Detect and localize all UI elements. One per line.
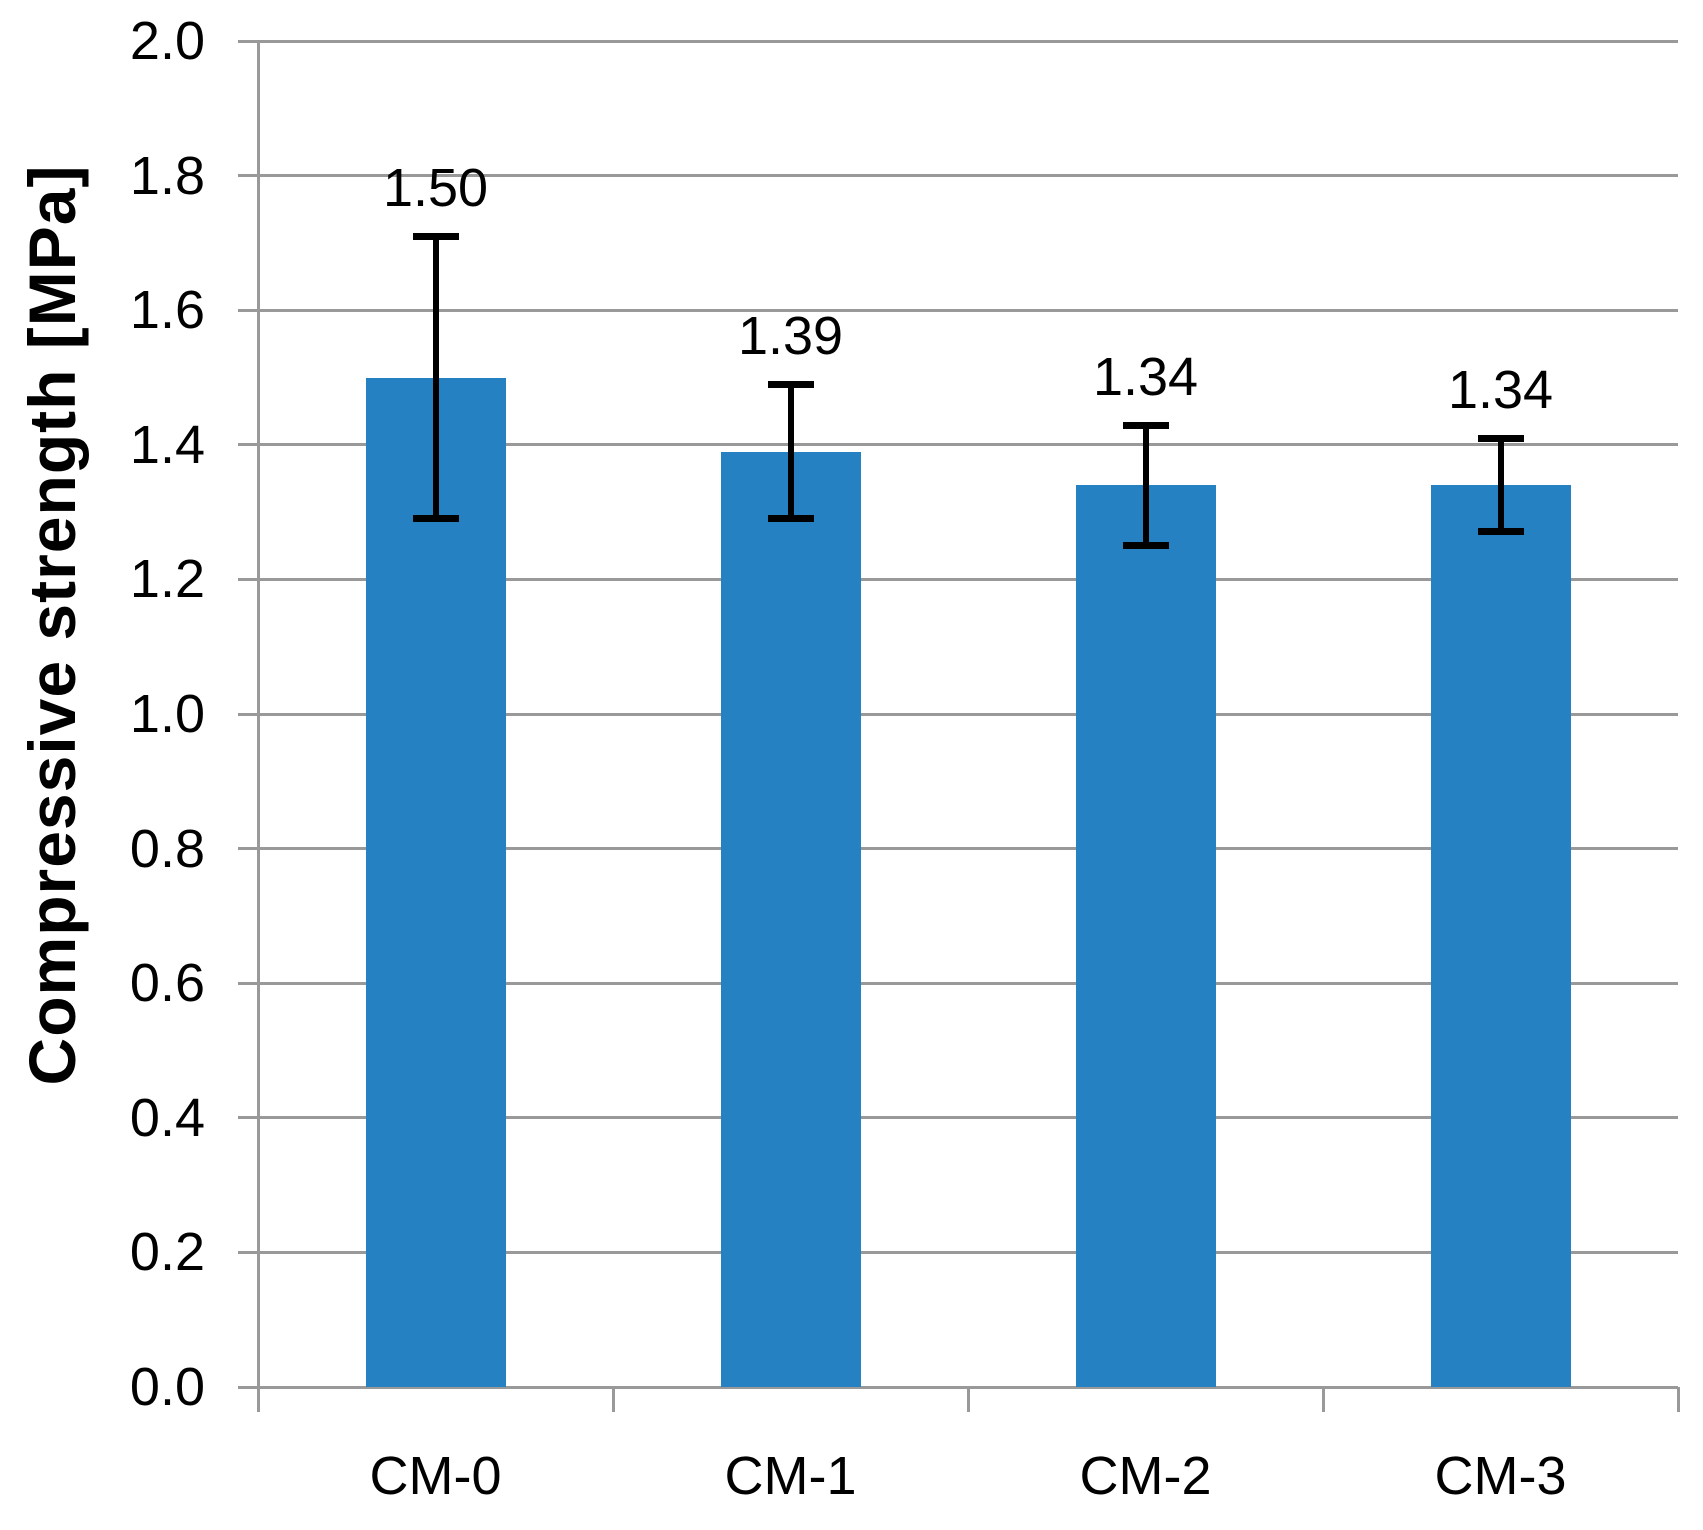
y-tick-mark [238, 712, 258, 716]
y-tick-mark [238, 39, 258, 43]
gridline [258, 847, 1678, 851]
y-tick-label: 0.6 [129, 953, 205, 1014]
gridline [258, 712, 1678, 716]
error-bar-cap-bottom [1477, 528, 1524, 536]
y-tick-label: 1.6 [129, 280, 205, 341]
x-category-label: CM-1 [724, 1446, 857, 1506]
y-tick-label: 2.0 [129, 11, 205, 71]
y-tick-label: 1.2 [129, 549, 205, 610]
x-tick-mark [966, 1387, 970, 1412]
y-tick-label: 1.0 [129, 684, 205, 744]
bar-value-label: 1.39 [737, 306, 844, 367]
error-bar-stem [432, 236, 439, 519]
error-bar-cap-top [767, 381, 814, 389]
y-tick-mark [238, 308, 258, 312]
y-tick-mark [238, 847, 258, 851]
y-axis-line [256, 41, 260, 1412]
bar [1430, 485, 1571, 1387]
bar-value-label: 1.34 [1447, 360, 1554, 421]
x-category-label: CM-3 [1434, 1446, 1567, 1506]
gridline [258, 39, 1678, 43]
bar [720, 451, 861, 1387]
y-tick-mark [238, 174, 258, 178]
error-bar-cap-bottom [767, 514, 814, 522]
error-bar-cap-top [412, 233, 459, 241]
x-tick-mark [611, 1387, 615, 1412]
y-tick-label: 1.8 [129, 145, 205, 206]
y-tick-label: 0.2 [129, 1222, 205, 1283]
error-bar-cap-bottom [412, 514, 459, 522]
x-tick-mark [1676, 1387, 1680, 1412]
bar [1075, 485, 1216, 1387]
y-tick-label: 1.4 [129, 414, 205, 475]
y-tick-label: 0.4 [129, 1087, 205, 1148]
bar-value-label: 1.34 [1092, 346, 1199, 407]
gridline [258, 443, 1678, 447]
error-bar-cap-top [1122, 421, 1169, 429]
y-tick-mark [238, 1250, 258, 1254]
bar [365, 377, 506, 1387]
x-axis-line [238, 1385, 1678, 1389]
y-tick-label: 0.0 [129, 1357, 205, 1417]
error-bar-stem [787, 384, 794, 519]
x-tick-mark [256, 1387, 260, 1412]
gridline [258, 577, 1678, 581]
gridline [258, 981, 1678, 985]
y-tick-mark [238, 1116, 258, 1120]
y-tick-mark [238, 577, 258, 581]
error-bar-stem [1497, 438, 1504, 533]
y-tick-mark [238, 981, 258, 985]
x-category-label: CM-2 [1079, 1446, 1212, 1506]
y-tick-mark [238, 443, 258, 447]
error-bar-cap-top [1477, 435, 1524, 443]
gridline [258, 308, 1678, 312]
x-category-label: CM-0 [369, 1446, 502, 1506]
error-bar-cap-bottom [1122, 541, 1169, 549]
error-bar-stem [1142, 424, 1149, 546]
gridline [258, 1250, 1678, 1254]
gridline [258, 1116, 1678, 1120]
y-tick-label: 0.8 [129, 818, 205, 879]
bar-value-label: 1.50 [382, 158, 489, 219]
gridline [258, 174, 1678, 178]
x-tick-mark [1321, 1387, 1325, 1412]
